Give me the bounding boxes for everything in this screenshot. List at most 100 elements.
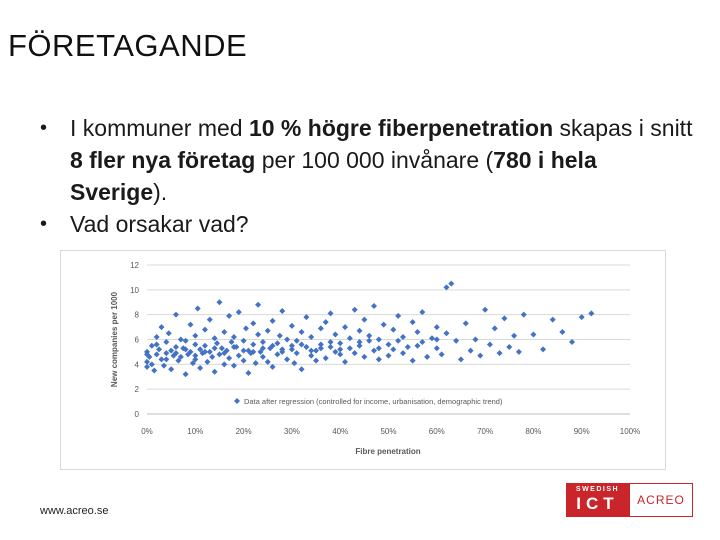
scatter-point bbox=[375, 345, 382, 352]
scatter-point bbox=[433, 324, 440, 331]
scatter-point bbox=[209, 353, 216, 360]
scatter-point bbox=[177, 353, 184, 360]
scatter-point bbox=[279, 307, 286, 314]
y-axis-title: New companies per 1000 bbox=[110, 291, 119, 387]
scatter-point bbox=[148, 342, 155, 349]
scatter-point bbox=[163, 338, 170, 345]
scatter-point bbox=[433, 336, 440, 343]
x-tick-label: 0% bbox=[141, 427, 153, 436]
scatter-point bbox=[158, 324, 165, 331]
scatter-point bbox=[163, 350, 170, 357]
scatter-point bbox=[269, 342, 276, 349]
scatter-point bbox=[342, 324, 349, 331]
scatter-point bbox=[317, 345, 324, 352]
scatter-point bbox=[165, 330, 172, 337]
scatter-point bbox=[182, 346, 189, 353]
scatter-point bbox=[303, 343, 310, 350]
scatter-point bbox=[274, 351, 281, 358]
scatter-point bbox=[375, 336, 382, 343]
scatter-point bbox=[284, 336, 291, 343]
scatter-point bbox=[298, 341, 305, 348]
x-tick-label: 40% bbox=[332, 427, 348, 436]
bullet-text: ). bbox=[153, 179, 168, 205]
scatter-point bbox=[419, 309, 426, 316]
scatter-point bbox=[172, 311, 179, 318]
scatter-point bbox=[250, 320, 257, 327]
scatter-point bbox=[235, 352, 242, 359]
scatter-point bbox=[540, 346, 547, 353]
scatter-point bbox=[486, 341, 493, 348]
scatter-point bbox=[477, 352, 484, 359]
scatter-point bbox=[298, 329, 305, 336]
scatter-point bbox=[578, 314, 585, 321]
swedish-ict-mark: SWEDISH ICT bbox=[566, 483, 629, 517]
scatter-point bbox=[245, 370, 252, 377]
scatter-point bbox=[433, 345, 440, 352]
scatter-point bbox=[346, 345, 353, 352]
x-tick-label: 70% bbox=[477, 427, 493, 436]
scatter-point bbox=[390, 326, 397, 333]
scatter-point bbox=[361, 353, 368, 360]
scatter-point bbox=[588, 310, 595, 317]
scatter-point bbox=[255, 331, 262, 338]
scatter-point bbox=[211, 345, 218, 352]
scatter-point bbox=[317, 325, 324, 332]
x-tick-label: 30% bbox=[284, 427, 300, 436]
scatter-point bbox=[404, 343, 411, 350]
slide-title: FÖRETAGANDE bbox=[8, 28, 248, 63]
scatter-point bbox=[192, 356, 199, 363]
scatter-point bbox=[226, 355, 233, 362]
scatter-point bbox=[428, 335, 435, 342]
legend-marker bbox=[234, 398, 240, 404]
bullet-highlight: 8 fler nya företag bbox=[70, 147, 256, 173]
scatter-point bbox=[199, 350, 206, 357]
acreo-logo: SWEDISH ICT ACREO bbox=[566, 483, 693, 517]
scatter-point bbox=[259, 345, 266, 352]
scatter-point bbox=[385, 341, 392, 348]
scatter-point bbox=[214, 340, 221, 347]
scatter-point bbox=[153, 351, 160, 358]
bullet-text: Vad orsakar vad? bbox=[70, 211, 249, 237]
scatter-point bbox=[192, 352, 199, 359]
scatter-point bbox=[419, 338, 426, 345]
scatter-point bbox=[337, 346, 344, 353]
scatter-point bbox=[151, 367, 158, 374]
scatter-point bbox=[204, 358, 211, 365]
scatter-point bbox=[257, 348, 264, 355]
scatter-point bbox=[235, 309, 242, 316]
scatter-point bbox=[250, 348, 257, 355]
scatter-point bbox=[399, 334, 406, 341]
x-axis-title: Fibre penetration bbox=[355, 447, 420, 456]
scatter-point bbox=[288, 346, 295, 353]
scatter-point bbox=[158, 356, 165, 363]
scatter-point bbox=[337, 340, 344, 347]
scatter-point bbox=[313, 347, 320, 354]
scatter-point bbox=[515, 348, 522, 355]
scatter-point bbox=[511, 332, 518, 339]
scatter-point bbox=[506, 343, 513, 350]
scatter-point bbox=[390, 346, 397, 353]
scatter-point bbox=[240, 357, 247, 364]
scatter-point bbox=[356, 327, 363, 334]
scatter-point bbox=[197, 365, 204, 372]
scatter-point bbox=[530, 331, 537, 338]
scatter-point bbox=[337, 351, 344, 358]
scatter-point bbox=[255, 301, 262, 308]
scatter-point bbox=[291, 360, 298, 367]
scatter-point bbox=[264, 327, 271, 334]
scatter-point bbox=[230, 334, 237, 341]
scatter-point bbox=[322, 319, 329, 326]
y-tick-label: 0 bbox=[135, 410, 140, 419]
scatter-point bbox=[472, 336, 479, 343]
scatter-point bbox=[317, 341, 324, 348]
scatter-point bbox=[168, 347, 175, 354]
scatter-point bbox=[298, 366, 305, 373]
scatter-point bbox=[559, 329, 566, 336]
scatter-point bbox=[366, 332, 373, 339]
scatter-point bbox=[467, 347, 474, 354]
scatter-point bbox=[438, 351, 445, 358]
scatter-point bbox=[327, 338, 334, 345]
scatter-point bbox=[187, 348, 194, 355]
scatter-point bbox=[144, 358, 150, 365]
scatter-point bbox=[211, 335, 218, 342]
